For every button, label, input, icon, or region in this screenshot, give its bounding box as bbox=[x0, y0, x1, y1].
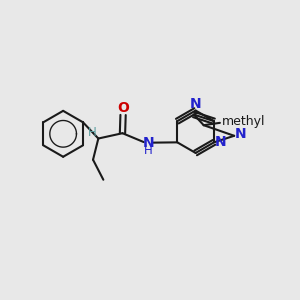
Text: H: H bbox=[144, 144, 153, 158]
Text: methyl: methyl bbox=[222, 116, 266, 128]
Text: N: N bbox=[143, 136, 154, 150]
Text: methyl: methyl bbox=[0, 299, 1, 300]
Text: N: N bbox=[190, 97, 202, 111]
Text: O: O bbox=[117, 101, 129, 116]
Text: N: N bbox=[215, 135, 226, 149]
Text: N: N bbox=[235, 127, 247, 141]
Text: H: H bbox=[88, 126, 96, 139]
Text: methyl: methyl bbox=[0, 299, 1, 300]
